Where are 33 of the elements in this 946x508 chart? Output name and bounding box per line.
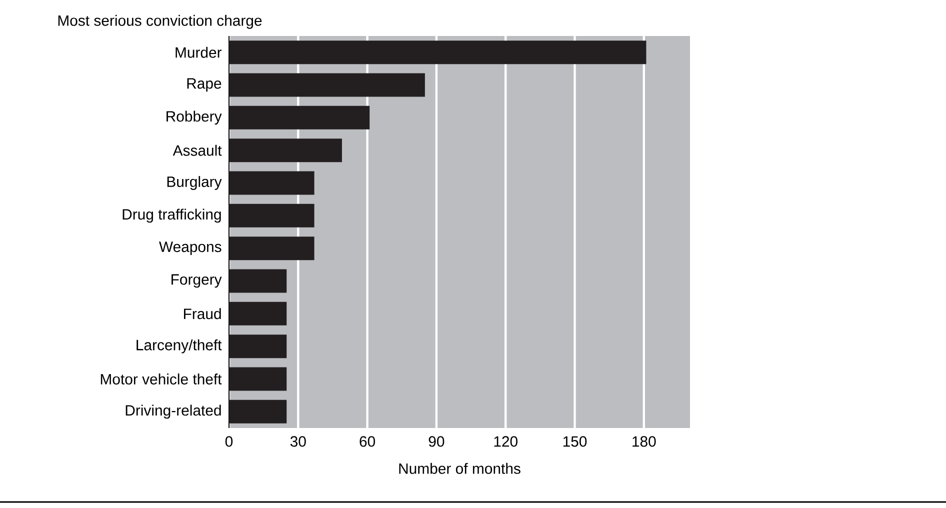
y-tick-label: Drug trafficking xyxy=(122,208,221,223)
y-tick-label: Weapons xyxy=(159,242,222,256)
x-tick-label: 90 xyxy=(428,436,444,447)
bar xyxy=(229,138,342,162)
bar xyxy=(229,171,314,195)
bar xyxy=(229,367,287,391)
y-axis-title: Most serious conviction charge xyxy=(58,14,262,29)
bar xyxy=(229,269,287,293)
bar xyxy=(229,302,287,326)
x-tick-label: 150 xyxy=(563,436,587,447)
y-tick-label: Rape xyxy=(187,78,222,92)
y-tick-label: Robbery xyxy=(166,110,222,125)
y-tick-label: Larceny/theft xyxy=(136,339,222,354)
bar xyxy=(229,334,287,358)
y-tick-label: Fraud xyxy=(184,308,221,320)
bar xyxy=(229,73,425,97)
y-tick-label: Assault xyxy=(172,144,222,156)
bar xyxy=(229,106,370,130)
y-tick-label: Motor vehicle theft xyxy=(100,374,222,384)
y-tick-label: Burglary xyxy=(167,176,222,190)
y-tick-label: Driving-related xyxy=(126,404,221,419)
bar xyxy=(229,40,646,64)
x-tick-label: 0 xyxy=(225,436,233,447)
x-tick-label: 120 xyxy=(494,436,518,447)
x-tick-label: 60 xyxy=(360,436,376,447)
y-tick-label: Murder xyxy=(176,46,222,58)
x-tick-label: 30 xyxy=(290,436,306,447)
x-tick-label: 180 xyxy=(632,436,656,447)
x-axis-title: Number of months xyxy=(399,462,520,474)
bar xyxy=(229,236,314,260)
y-tick-label: Forgery xyxy=(172,274,222,288)
bar xyxy=(229,204,314,228)
bar xyxy=(229,400,287,424)
